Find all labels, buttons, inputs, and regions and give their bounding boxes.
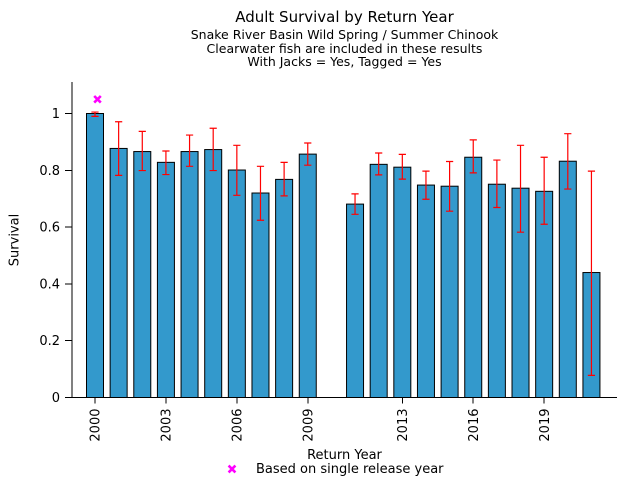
error-bar-2002	[138, 130, 146, 172]
legend-label: Based on single release year	[256, 462, 444, 477]
error-bar-2003	[162, 150, 170, 176]
x-tick-label: 2000	[89, 409, 104, 442]
bar-2004	[180, 151, 199, 398]
error-bar-2011	[351, 193, 359, 215]
bar-2017	[487, 183, 506, 398]
axes-lines	[71, 82, 617, 398]
bar-2015	[440, 185, 459, 398]
error-bar-2019	[540, 156, 548, 225]
bar-2012	[369, 163, 388, 398]
y-tick-label: 0.4	[39, 277, 60, 292]
x-axis-title: Return Year	[307, 448, 382, 463]
bar-2011	[346, 203, 365, 398]
error-bar-2016	[469, 139, 477, 174]
error-bar-2018	[516, 144, 525, 233]
bar-2008	[275, 178, 294, 398]
chart-header: Adult Survival by Return Year Snake Rive…	[72, 9, 617, 69]
error-bar-2004	[185, 134, 194, 167]
bar-2020	[558, 160, 577, 398]
y-axis-title: Survival	[7, 213, 23, 267]
error-bar-2014	[422, 170, 430, 200]
x-tick-label: 2009	[301, 409, 316, 442]
error-bar-2021	[587, 170, 596, 376]
error-bar-2012	[375, 152, 383, 176]
error-bar-2000	[91, 111, 99, 117]
x-tick-label: 2006	[231, 409, 246, 442]
bar-2003	[156, 161, 175, 398]
x-tick-label: 2013	[396, 409, 411, 442]
x-tick-label: 2016	[467, 409, 482, 442]
bar-2006	[227, 169, 246, 398]
y-tick-label: 1	[52, 107, 60, 122]
bar-2014	[416, 184, 435, 398]
error-bar-2020	[564, 133, 572, 190]
y-tick-label: 0.8	[39, 164, 60, 179]
bar-2013	[393, 166, 412, 398]
error-bar-2005	[209, 127, 217, 172]
error-bar-2013	[398, 153, 406, 180]
y-tick-label: 0.2	[39, 334, 60, 349]
error-bar-2007	[256, 165, 265, 221]
error-bar-2006	[233, 144, 241, 196]
error-bar-2001	[115, 121, 123, 177]
bar-2007	[251, 192, 270, 398]
error-bar-2017	[493, 159, 501, 209]
bar-2000	[86, 113, 104, 398]
y-tick-label: 0	[52, 391, 60, 406]
y-tick-label: 0.6	[39, 221, 60, 236]
page-title: Adult Survival by Return Year	[235, 8, 454, 26]
error-bar-2015	[446, 160, 454, 212]
bar-2016	[464, 156, 483, 398]
x-tick-label: 2003	[160, 409, 175, 442]
error-bar-2009	[304, 142, 312, 166]
single-release-marker-2000	[93, 95, 102, 104]
bar-2005	[204, 149, 223, 398]
bar-2002	[133, 151, 152, 398]
x-tick-label: 2019	[538, 409, 553, 442]
subtitle-population: Snake River Basin Wild Spring / Summer C…	[190, 27, 499, 42]
legend-magenta-x-icon	[227, 464, 237, 474]
error-bar-2008	[280, 161, 288, 197]
subtitle-clearwater: Clearwater fish are included in these re…	[206, 40, 483, 56]
subtitle-options: With Jacks = Yes, Tagged = Yes	[247, 54, 442, 69]
bar-2001	[109, 147, 128, 398]
bar-2009	[298, 153, 317, 398]
